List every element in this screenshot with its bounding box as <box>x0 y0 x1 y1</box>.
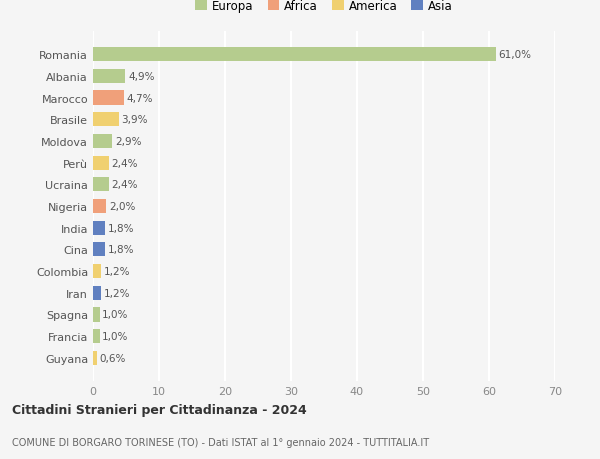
Text: 61,0%: 61,0% <box>498 50 531 60</box>
Text: 1,8%: 1,8% <box>107 223 134 233</box>
Bar <box>93 351 97 365</box>
Bar <box>93 156 109 170</box>
Bar <box>93 48 496 62</box>
Text: 2,4%: 2,4% <box>112 180 138 190</box>
Text: 3,9%: 3,9% <box>121 115 148 125</box>
Text: 2,9%: 2,9% <box>115 137 141 146</box>
Text: 1,0%: 1,0% <box>102 310 128 320</box>
Text: COMUNE DI BORGARO TORINESE (TO) - Dati ISTAT al 1° gennaio 2024 - TUTTITALIA.IT: COMUNE DI BORGARO TORINESE (TO) - Dati I… <box>12 437 429 447</box>
Bar <box>93 221 105 235</box>
Bar <box>93 286 101 300</box>
Text: 4,9%: 4,9% <box>128 72 154 82</box>
Bar <box>93 243 105 257</box>
Text: 2,0%: 2,0% <box>109 202 135 212</box>
Text: 1,2%: 1,2% <box>104 267 130 276</box>
Text: 0,6%: 0,6% <box>100 353 126 363</box>
Bar <box>93 264 101 279</box>
Bar <box>93 330 100 343</box>
Bar <box>93 200 106 213</box>
Bar <box>93 134 112 149</box>
Bar <box>93 178 109 192</box>
Bar <box>93 70 125 84</box>
Text: 2,4%: 2,4% <box>112 158 138 168</box>
Text: 1,0%: 1,0% <box>102 331 128 341</box>
Text: Cittadini Stranieri per Cittadinanza - 2024: Cittadini Stranieri per Cittadinanza - 2… <box>12 403 307 416</box>
Bar <box>93 91 124 106</box>
Bar <box>93 308 100 322</box>
Text: 4,7%: 4,7% <box>127 93 153 103</box>
Text: 1,2%: 1,2% <box>104 288 130 298</box>
Legend: Europa, Africa, America, Asia: Europa, Africa, America, Asia <box>193 0 455 16</box>
Text: 1,8%: 1,8% <box>107 245 134 255</box>
Bar <box>93 113 119 127</box>
